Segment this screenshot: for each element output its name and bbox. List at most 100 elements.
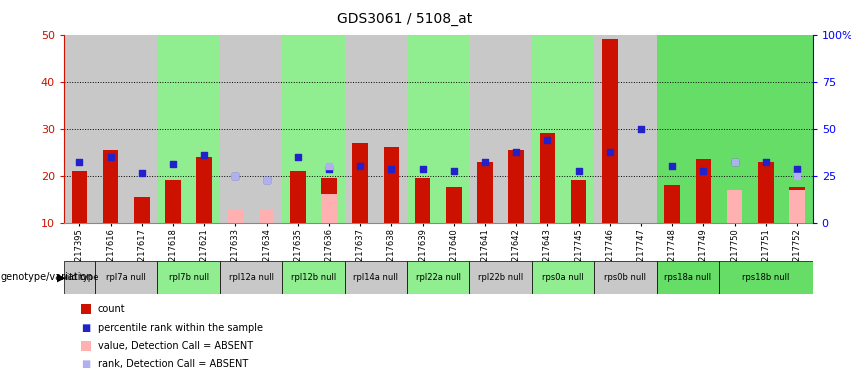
Text: rps18a null: rps18a null [665,273,711,282]
Point [323,163,336,169]
Point [697,168,711,174]
Point [166,161,180,167]
Bar [727,190,742,223]
Point [510,149,523,155]
Bar [602,39,618,223]
Text: ▶: ▶ [57,272,66,283]
Bar [95,261,157,294]
Bar [157,35,220,223]
Point [572,168,585,174]
Point [229,173,243,179]
Text: ■: ■ [82,323,90,333]
Bar [695,159,711,223]
Bar [165,180,180,223]
Text: rps18b null: rps18b null [742,273,790,282]
Bar [283,35,345,223]
Bar [446,187,461,223]
Bar [103,150,118,223]
Bar [789,187,805,223]
Point [323,166,336,172]
Bar [532,261,594,294]
Bar [665,185,680,223]
Point [260,177,273,184]
Bar [719,261,813,294]
Text: rpl14a null: rpl14a null [353,273,398,282]
Bar [64,261,95,294]
Point [260,177,273,184]
Point [291,154,305,160]
Bar [352,143,368,223]
Bar [220,261,283,294]
Bar [384,147,399,223]
Text: value, Detection Call = ABSENT: value, Detection Call = ABSENT [98,341,253,351]
Point [540,137,554,144]
Bar [157,261,220,294]
Point [447,168,460,174]
Text: rpl22b null: rpl22b null [478,273,523,282]
Bar [64,35,95,223]
Bar [345,35,407,223]
Bar [594,35,657,223]
Bar [71,171,87,223]
Point [791,166,804,172]
Point [104,154,117,160]
Bar [197,157,212,223]
Point [229,173,243,179]
Point [791,173,804,179]
Point [603,149,617,155]
Text: wild type: wild type [60,273,99,282]
Point [353,163,367,169]
Bar [508,150,524,223]
Bar [134,197,150,223]
Point [634,126,648,132]
Bar [321,178,337,223]
Bar [227,209,243,223]
Bar [727,202,742,223]
Point [72,159,86,165]
Bar [345,261,407,294]
Text: GDS3061 / 5108_at: GDS3061 / 5108_at [337,12,471,25]
Point [416,166,430,172]
Bar [470,261,532,294]
Text: ■: ■ [82,359,90,369]
Bar [414,178,431,223]
Point [759,159,773,165]
Point [728,159,741,165]
Bar [532,35,594,223]
Text: rpl12a null: rpl12a null [229,273,273,282]
Bar [657,35,719,223]
Bar [220,35,283,223]
Text: rps0b null: rps0b null [604,273,647,282]
Point [728,159,741,165]
Bar [321,195,337,223]
Bar [571,180,586,223]
Text: rpl12b null: rpl12b null [291,273,336,282]
Bar [407,261,470,294]
Bar [719,35,813,223]
Text: genotype/variation: genotype/variation [1,272,94,283]
Text: percentile rank within the sample: percentile rank within the sample [98,323,263,333]
Text: rank, Detection Call = ABSENT: rank, Detection Call = ABSENT [98,359,248,369]
Point [385,166,398,172]
Bar [758,162,774,223]
Point [478,159,492,165]
Text: rpl22a null: rpl22a null [416,273,460,282]
Bar [407,35,470,223]
Text: rpl7b null: rpl7b null [168,273,208,282]
Point [135,170,149,176]
Bar [594,261,657,294]
Text: count: count [98,304,125,314]
Bar [283,261,345,294]
Point [197,151,211,157]
Bar [789,190,805,223]
Point [665,163,679,169]
Bar [477,162,493,223]
Bar [95,35,157,223]
Bar [540,133,555,223]
Bar [657,261,719,294]
Bar [290,171,306,223]
Text: rps0a null: rps0a null [542,273,584,282]
Bar [259,209,274,223]
Text: rpl7a null: rpl7a null [106,273,146,282]
Bar [470,35,532,223]
